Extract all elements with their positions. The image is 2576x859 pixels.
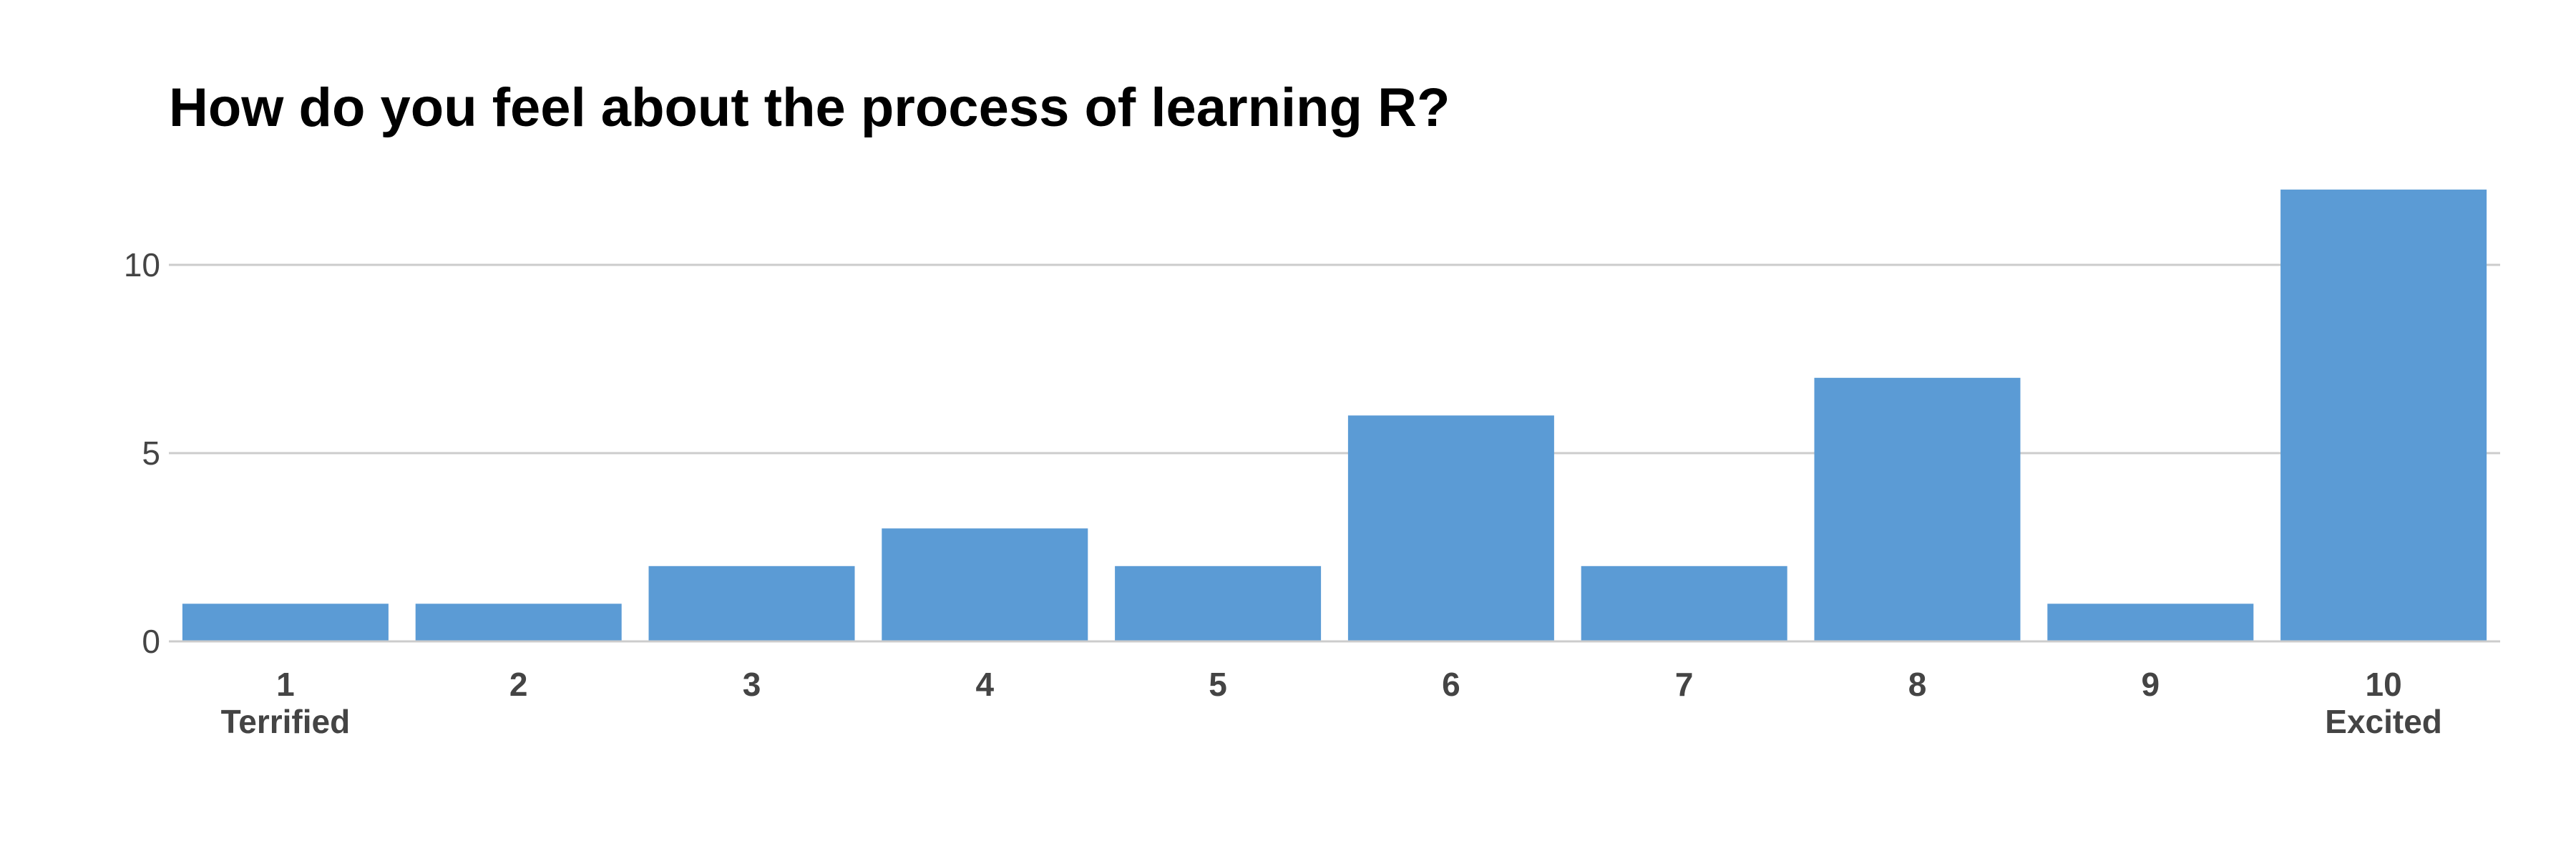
x-sublabel: Excited bbox=[2325, 703, 2442, 740]
bar bbox=[648, 566, 855, 641]
grid-layer bbox=[169, 263, 2500, 643]
bar bbox=[1115, 566, 1322, 641]
y-tick-label: 5 bbox=[142, 435, 160, 472]
bar bbox=[1814, 377, 2021, 641]
x-tick-label: 6 bbox=[1442, 666, 1460, 703]
chart-title: How do you feel about the process of lea… bbox=[169, 77, 1450, 138]
x-sublabel: Terrified bbox=[221, 703, 351, 740]
bar bbox=[882, 528, 1088, 641]
bar bbox=[1347, 415, 1554, 641]
x-tick-label: 9 bbox=[2142, 666, 2160, 703]
x-tick-label: 1 bbox=[276, 666, 295, 703]
x-tick-label: 10 bbox=[2366, 666, 2402, 703]
bar bbox=[415, 603, 622, 641]
bar bbox=[1581, 566, 1787, 641]
bar bbox=[2047, 603, 2254, 641]
bar bbox=[182, 603, 389, 641]
bar bbox=[2280, 189, 2487, 641]
x-tick-label: 7 bbox=[1675, 666, 1694, 703]
x-tick-label: 2 bbox=[509, 666, 528, 703]
x-tick-label: 3 bbox=[743, 666, 761, 703]
bar-layer bbox=[182, 189, 2487, 641]
y-tick-label: 10 bbox=[124, 246, 160, 283]
y-tick-label: 0 bbox=[142, 623, 160, 660]
x-tick-label: 8 bbox=[1908, 666, 1927, 703]
x-tick-label: 5 bbox=[1209, 666, 1227, 703]
x-tick-label: 4 bbox=[976, 666, 995, 703]
